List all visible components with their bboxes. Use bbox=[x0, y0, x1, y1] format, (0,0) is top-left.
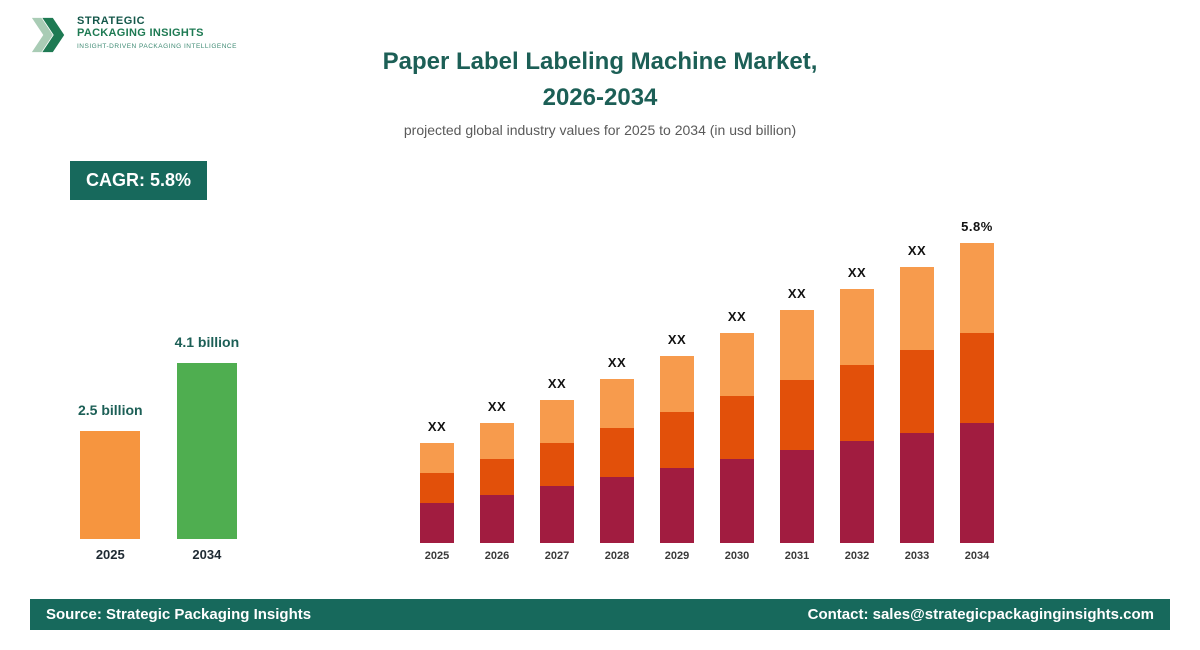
bar bbox=[176, 363, 237, 539]
axis-year-label: 2025 bbox=[95, 547, 125, 562]
bar-segment-maroon bbox=[480, 495, 514, 543]
bar-top-label: XX bbox=[487, 399, 507, 414]
bar-segment-orange-red bbox=[540, 443, 574, 486]
axis-year-label: 2031 bbox=[784, 550, 810, 562]
stacked-bar bbox=[900, 267, 934, 543]
bar-top-label: XX bbox=[907, 243, 927, 258]
bar-segment-light-orange bbox=[900, 267, 934, 350]
bar-segment-orange-red bbox=[840, 365, 874, 441]
bar-segment-orange-red bbox=[480, 459, 514, 495]
bar-segment-maroon bbox=[540, 486, 574, 543]
page-title: Paper Label Labeling Machine Market, 202… bbox=[0, 44, 1200, 116]
stacked-bar bbox=[600, 379, 634, 543]
axis-year-label: 2027 bbox=[544, 550, 570, 562]
bar-segment-light-orange bbox=[660, 356, 694, 412]
bar-segment-light-orange bbox=[540, 400, 574, 443]
mini-bar-column: 2.5 billion 2025 bbox=[78, 402, 143, 562]
bar-segment-light-orange bbox=[840, 289, 874, 365]
bar-segment-orange-red bbox=[600, 428, 634, 477]
bar-top-label: XX bbox=[787, 286, 807, 301]
bar-top-label: XX bbox=[607, 355, 627, 370]
logo-tagline: INSIGHT-DRIVEN PACKAGING INTELLIGENCE bbox=[77, 43, 237, 50]
stacked-bar bbox=[660, 356, 694, 543]
main-chart: XX 2025 XX 2026 XX 2027 XX 2028 XX 2029 XX 2030 XX 20… bbox=[420, 219, 994, 562]
bar-segment-orange-red bbox=[420, 473, 454, 503]
stacked-bar-column: XX 2032 bbox=[840, 265, 874, 562]
footer-bar: Source: Strategic Packaging Insights Con… bbox=[30, 599, 1170, 630]
bar bbox=[80, 431, 141, 539]
bar-segment-maroon bbox=[420, 503, 454, 543]
cagr-badge: CAGR: 5.8% bbox=[70, 161, 208, 200]
bar-top-label: XX bbox=[427, 419, 447, 434]
mini-chart: 2.5 billion 2025 4.1 billion 2034 bbox=[78, 334, 239, 562]
bar-segment-orange-red bbox=[900, 350, 934, 433]
bar-segment-orange-red bbox=[720, 396, 754, 459]
bar-segment-maroon bbox=[960, 423, 994, 543]
bar-top-label: 5.8% bbox=[961, 219, 993, 234]
page-title-line1: Paper Label Labeling Machine Market, bbox=[382, 48, 818, 75]
bar-segment-light-orange bbox=[480, 423, 514, 459]
bar-value-label: 4.1 billion bbox=[174, 334, 240, 350]
bar-value-label: 2.5 billion bbox=[78, 402, 143, 418]
axis-year-label: 2033 bbox=[904, 550, 930, 562]
bar-segment-maroon bbox=[900, 433, 934, 543]
bar-top-label: XX bbox=[727, 309, 747, 324]
bar-top-label: XX bbox=[547, 376, 567, 391]
axis-year-label: 2028 bbox=[604, 550, 630, 562]
bar-segment-light-orange bbox=[780, 310, 814, 380]
bar-segment-orange-red bbox=[780, 380, 814, 450]
stacked-bar bbox=[960, 243, 994, 543]
axis-year-label: 2032 bbox=[844, 550, 870, 562]
logo: STRATEGIC PACKAGING INSIGHTS INSIGHT-DRI… bbox=[30, 12, 237, 63]
stacked-bar-column: XX 2029 bbox=[660, 332, 694, 562]
stacked-bar-column: XX 2028 bbox=[600, 355, 634, 562]
axis-year-label: 2034 bbox=[192, 547, 222, 562]
footer-source: Source: Strategic Packaging Insights bbox=[46, 606, 312, 623]
bar-segment-maroon bbox=[840, 441, 874, 543]
bar-segment-light-orange bbox=[960, 243, 994, 333]
mini-bar-column: 4.1 billion 2034 bbox=[175, 334, 240, 562]
axis-year-label: 2026 bbox=[484, 550, 510, 562]
bar-segment-maroon bbox=[720, 459, 754, 543]
stacked-bar-column: XX 2033 bbox=[900, 243, 934, 562]
stacked-bar-column: XX 2030 bbox=[720, 309, 754, 562]
stacked-bar bbox=[780, 310, 814, 543]
stacked-bar-column: 5.8% 2034 bbox=[960, 219, 994, 562]
bar-segment-maroon bbox=[660, 468, 694, 543]
stacked-bar bbox=[840, 289, 874, 543]
footer-contact: Contact: sales@strategicpackaginginsight… bbox=[807, 606, 1154, 623]
bar-segment-orange-red bbox=[960, 333, 994, 423]
axis-year-label: 2025 bbox=[424, 550, 450, 562]
stacked-bar bbox=[720, 333, 754, 543]
stacked-bar-column: XX 2025 bbox=[420, 419, 454, 562]
stacked-bar-column: XX 2027 bbox=[540, 376, 574, 562]
stacked-bar bbox=[420, 443, 454, 543]
bar-segment-maroon bbox=[780, 450, 814, 543]
stacked-bar bbox=[540, 400, 574, 543]
logo-text: STRATEGIC PACKAGING INSIGHTS INSIGHT-DRI… bbox=[77, 12, 237, 50]
stacked-bar-column: XX 2031 bbox=[780, 286, 814, 562]
logo-line2: PACKAGING INSIGHTS bbox=[77, 27, 204, 39]
logo-line1: STRATEGIC bbox=[77, 15, 146, 27]
bar-segment-maroon bbox=[600, 477, 634, 543]
bar-segment-orange-red bbox=[660, 412, 694, 468]
axis-year-label: 2034 bbox=[964, 550, 990, 562]
bar-segment-light-orange bbox=[420, 443, 454, 473]
brand-chevron-icon bbox=[30, 12, 68, 63]
stacked-bar-column: XX 2026 bbox=[480, 399, 514, 562]
axis-year-label: 2029 bbox=[664, 550, 690, 562]
page-title-line2: 2026-2034 bbox=[542, 84, 658, 111]
page-subtitle: projected global industry values for 202… bbox=[403, 122, 797, 138]
bar-top-label: XX bbox=[847, 265, 867, 280]
axis-year-label: 2030 bbox=[724, 550, 750, 562]
stacked-bar bbox=[480, 423, 514, 543]
bar-segment-light-orange bbox=[600, 379, 634, 428]
header: Paper Label Labeling Machine Market, 202… bbox=[0, 44, 1200, 138]
bar-top-label: XX bbox=[667, 332, 687, 347]
bar-segment-light-orange bbox=[720, 333, 754, 396]
